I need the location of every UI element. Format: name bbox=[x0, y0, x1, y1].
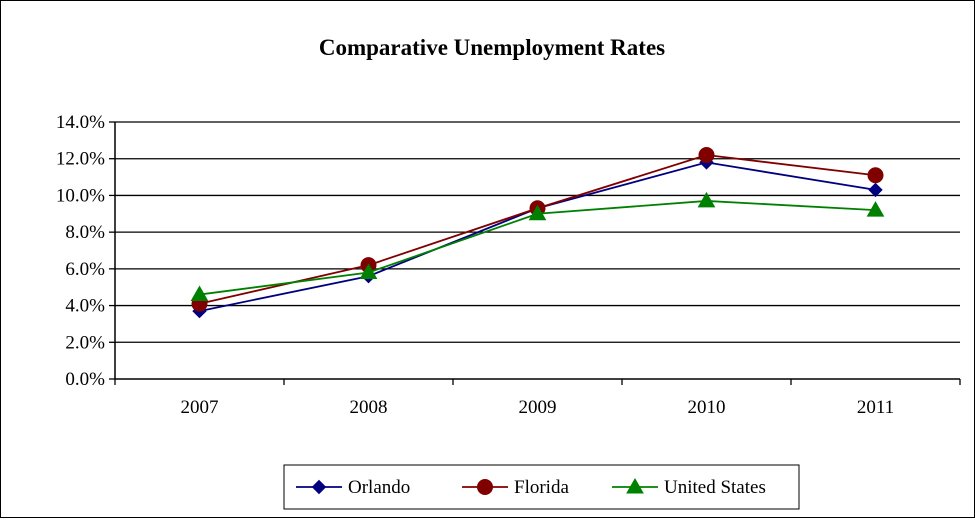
y-tick-label: 0.0% bbox=[65, 369, 105, 390]
legend-marker-united-states bbox=[626, 477, 644, 494]
y-tick-label: 10.0% bbox=[56, 185, 105, 206]
legend-box bbox=[283, 464, 800, 510]
data-point-united-states bbox=[190, 285, 209, 302]
legend-marker-florida bbox=[477, 479, 493, 495]
x-tick-label: 2007 bbox=[181, 397, 219, 418]
legend-label-florida: Florida bbox=[514, 477, 569, 498]
y-tick-label: 4.0% bbox=[65, 296, 105, 317]
data-point-florida bbox=[867, 167, 884, 184]
y-tick-label: 2.0% bbox=[65, 332, 105, 353]
y-tick-label: 14.0% bbox=[56, 112, 105, 133]
series-layer bbox=[190, 147, 885, 319]
legend: Orlando Florida United States bbox=[283, 464, 800, 510]
y-tick-label: 8.0% bbox=[65, 222, 105, 243]
data-point-united-states bbox=[359, 263, 378, 280]
data-point-united-states bbox=[697, 191, 716, 208]
data-point-united-states bbox=[866, 201, 885, 217]
y-tick-label: 12.0% bbox=[56, 149, 105, 170]
chart-title: Comparative Unemployment Rates bbox=[319, 35, 665, 60]
gridlines bbox=[115, 121, 960, 343]
legend-marker-orlando bbox=[311, 479, 327, 495]
legend-label-united-states: United States bbox=[664, 477, 766, 498]
data-point-florida bbox=[698, 147, 715, 164]
x-tick-label: 2008 bbox=[350, 397, 388, 418]
legend-label-orlando: Orlando bbox=[348, 477, 410, 498]
axes: 0.0% 2.0% 4.0% 6.0% 8.0% 10.0% 12.0% 14.0% 2007 2… bbox=[56, 112, 961, 418]
y-tick-label: 6.0% bbox=[65, 259, 105, 280]
data-point-orlando bbox=[868, 182, 883, 198]
x-tick-label: 2009 bbox=[519, 397, 557, 418]
x-tick-label: 2010 bbox=[688, 397, 726, 418]
data-point-united-states bbox=[528, 204, 547, 221]
x-tick-label: 2011 bbox=[857, 397, 894, 418]
